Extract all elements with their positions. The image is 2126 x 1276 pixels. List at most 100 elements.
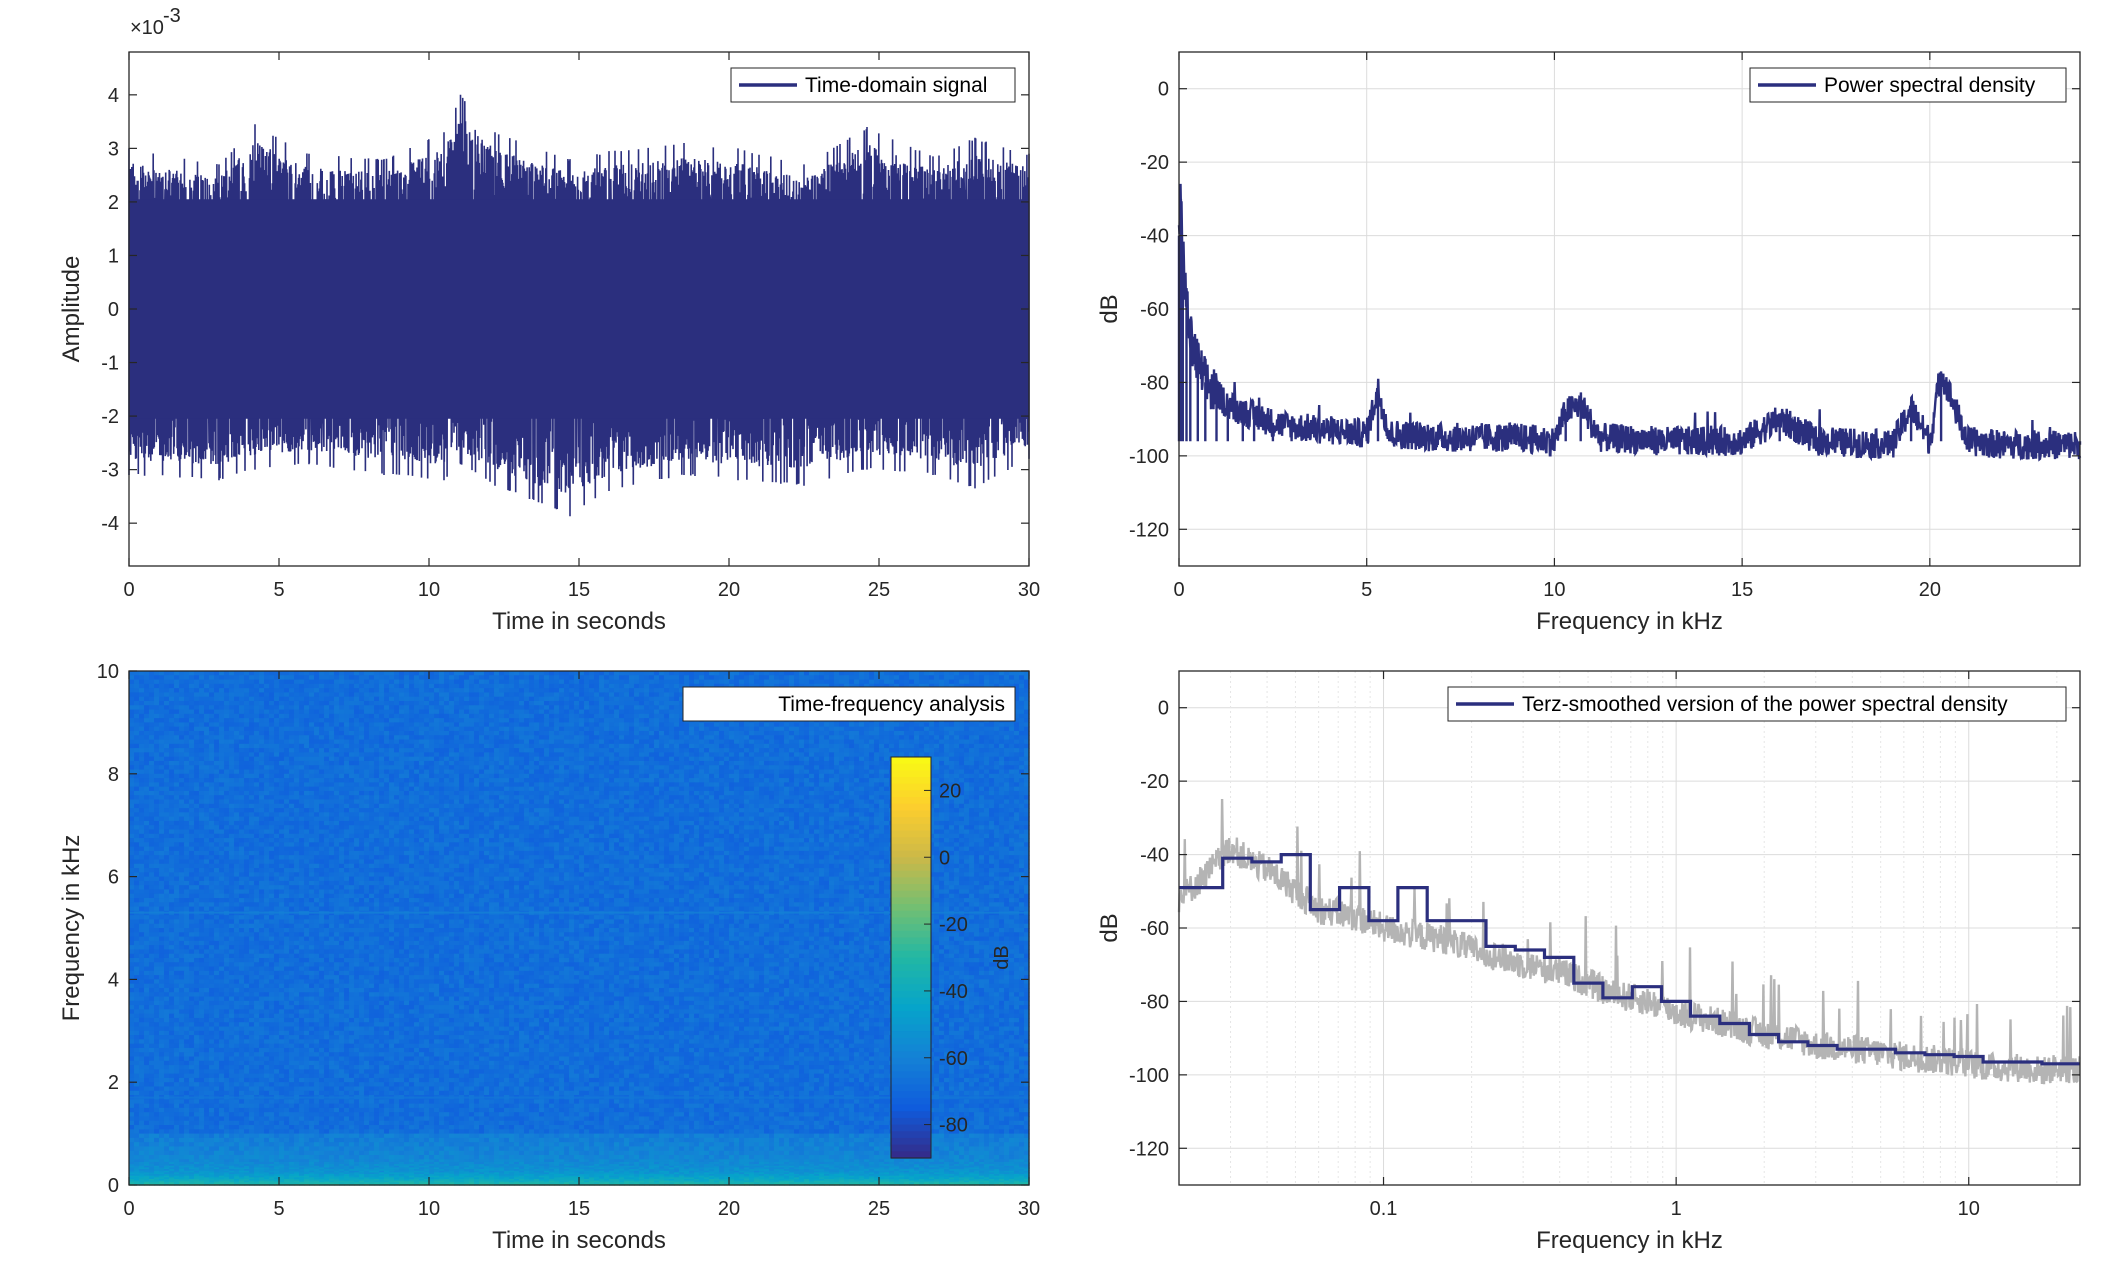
spectrogram-cell — [389, 700, 395, 706]
x-tick-label: 15 — [1731, 579, 1753, 601]
spectrogram-cell — [769, 730, 775, 736]
spectrogram-cell — [704, 671, 710, 676]
spectrogram-cell — [344, 683, 350, 689]
spectrogram-cell — [489, 773, 495, 779]
spectrogram-cell — [654, 773, 660, 779]
spectrogram-cell — [139, 700, 145, 706]
spectrogram-cell — [559, 752, 565, 758]
y-tick-label: -4 — [101, 513, 119, 535]
spectrogram-cell — [769, 743, 775, 749]
spectrogram-cell — [459, 692, 465, 698]
spectrogram-cell — [344, 730, 350, 736]
spectrogram-cell — [1014, 709, 1020, 715]
spectrogram-cell — [134, 692, 140, 698]
spectrogram-cell — [519, 688, 525, 694]
spectrogram-cell — [559, 692, 565, 698]
spectrogram-cell — [929, 679, 935, 685]
spectrogram-cell — [609, 713, 615, 719]
spectrogram-cell — [564, 696, 570, 702]
spectrogram-cell — [534, 778, 540, 783]
spectrogram-cell — [454, 713, 460, 719]
spectrogram-cell — [1024, 735, 1030, 741]
spectrogram-cell — [329, 700, 335, 706]
spectrogram-cell — [554, 726, 560, 732]
spectrogram-cell — [854, 756, 860, 762]
spectrogram-cell — [849, 773, 855, 779]
spectrogram-cell — [739, 765, 745, 771]
spectrogram-cell — [574, 692, 580, 698]
spectrogram-cell — [634, 683, 640, 689]
spectrogram-cell — [189, 692, 195, 698]
spectrogram-cell — [314, 696, 320, 702]
spectrogram-cell — [289, 683, 295, 689]
spectrogram-cell — [404, 692, 410, 698]
spectrogram-cell — [304, 700, 310, 706]
spectrogram-cell — [269, 688, 275, 694]
spectrogram-cell — [689, 735, 695, 741]
spectrogram-cell — [129, 709, 135, 715]
spectrogram-cell — [219, 769, 225, 775]
spectrogram-cell — [579, 739, 585, 745]
spectrogram-cell — [524, 752, 530, 758]
spectrogram-cell — [464, 730, 470, 736]
spectrogram-cell — [284, 709, 290, 715]
spectrogram-cell — [704, 773, 710, 779]
spectrogram-cell — [564, 735, 570, 741]
spectrogram-cell — [139, 709, 145, 715]
spectrogram-cell — [754, 730, 760, 736]
spectrogram-cell — [914, 730, 920, 736]
spectrogram-cell — [354, 748, 360, 753]
spectrogram-cell — [704, 679, 710, 685]
spectrogram-cell — [419, 683, 425, 689]
spectrogram-cell — [749, 671, 755, 676]
spectrogram-cell — [639, 760, 645, 766]
spectrogram-cell — [274, 743, 280, 749]
spectrogram-cell — [244, 760, 250, 766]
spectrogram-cell — [914, 722, 920, 728]
spectrogram-cell — [469, 760, 475, 766]
spectrogram-cell — [954, 683, 960, 689]
spectrogram-cell — [754, 743, 760, 749]
spectrogram-cell — [554, 756, 560, 762]
spectrogram-cell — [734, 748, 740, 753]
spectrogram-cell — [359, 675, 365, 681]
spectrogram-cell — [294, 739, 300, 745]
spectrogram-cell — [694, 679, 700, 685]
spectrogram-cell — [164, 786, 170, 792]
spectrogram-cell — [994, 730, 1000, 736]
spectrogram-cell — [549, 743, 555, 749]
spectrogram-cell — [804, 782, 810, 788]
spectrogram-cell — [559, 722, 565, 728]
spectrogram-cell — [329, 730, 335, 736]
spectrogram-cell — [724, 722, 730, 728]
spectrogram-cell — [294, 688, 300, 694]
spectrogram-cell — [499, 683, 505, 689]
spectrogram-cell — [554, 760, 560, 766]
spectrogram-cell — [774, 683, 780, 689]
spectrogram-cell — [379, 743, 385, 749]
spectrogram-cell — [169, 782, 175, 788]
spectrogram-cell — [749, 739, 755, 745]
spectrogram-cell — [354, 782, 360, 788]
spectrogram-cell — [884, 743, 890, 749]
spectrogram-cell — [579, 743, 585, 749]
spectrogram-cell — [309, 730, 315, 736]
spectrogram-cell — [144, 713, 150, 719]
spectrogram-cell — [504, 769, 510, 775]
spectrogram-cell — [994, 778, 1000, 783]
spectrogram-cell — [619, 760, 625, 766]
spectrogram-cell — [134, 671, 140, 676]
spectrogram-cell — [259, 773, 265, 779]
spectrogram-cell — [454, 735, 460, 741]
spectrogram-cell — [944, 752, 950, 758]
spectrogram-cell — [444, 700, 450, 706]
spectrogram-cell — [384, 782, 390, 788]
spectrogram-cell — [749, 735, 755, 741]
spectrogram-cell — [599, 705, 605, 711]
spectrogram-cell — [464, 778, 470, 783]
spectrogram-cell — [204, 752, 210, 758]
spectrogram-cell — [844, 765, 850, 771]
spectrogram-cell — [664, 718, 670, 723]
spectrogram-cell — [714, 683, 720, 689]
spectrogram-cell — [639, 778, 645, 783]
